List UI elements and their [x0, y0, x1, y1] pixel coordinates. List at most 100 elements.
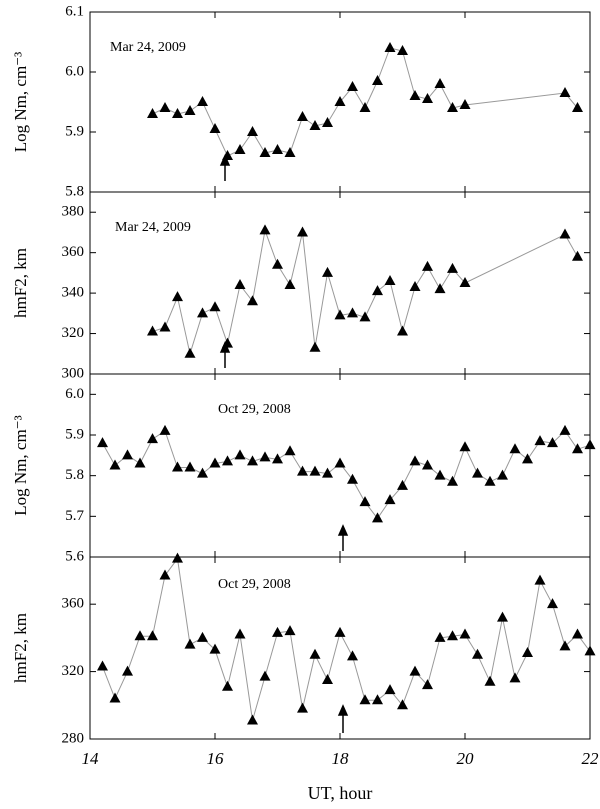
y-tick-label: 320: [62, 663, 85, 679]
y-tick-label: 5.8: [65, 467, 84, 483]
marker: [109, 692, 121, 703]
marker: [497, 611, 508, 622]
marker: [222, 150, 233, 160]
y-tick-label: 5.7: [65, 508, 84, 524]
marker: [97, 437, 108, 448]
marker: [559, 87, 571, 97]
marker: [572, 102, 583, 112]
marker: [309, 648, 321, 659]
marker: [422, 459, 433, 470]
marker: [472, 648, 483, 659]
marker: [584, 645, 596, 656]
marker: [284, 625, 296, 636]
marker: [334, 309, 346, 320]
marker: [297, 226, 308, 237]
marker: [259, 224, 271, 235]
marker: [147, 433, 158, 444]
marker: [247, 455, 258, 466]
marker: [459, 628, 471, 639]
marker: [247, 126, 258, 136]
annotation: Mar 24, 2009: [110, 40, 186, 55]
x-axis-label: UT, hour: [308, 783, 373, 803]
marker: [572, 443, 583, 454]
marker: [209, 301, 221, 312]
marker: [297, 702, 308, 713]
series-line: [102, 557, 591, 721]
marker: [184, 105, 196, 115]
y-tick-label: 5.9: [65, 426, 84, 442]
marker: [497, 469, 508, 480]
y-axis-label: Log Nm, cm⁻³: [11, 52, 30, 152]
marker: [322, 117, 333, 127]
marker: [372, 694, 383, 705]
marker: [334, 457, 346, 468]
marker: [409, 665, 421, 676]
marker: [359, 694, 371, 705]
marker: [234, 144, 246, 154]
x-tick-label: 18: [332, 749, 350, 768]
marker: [409, 281, 421, 292]
marker: [309, 465, 321, 476]
marker: [372, 75, 383, 85]
marker: [122, 449, 133, 460]
marker: [209, 643, 221, 654]
marker: [159, 424, 171, 435]
marker: [159, 321, 171, 332]
x-tick-label: 16: [207, 749, 225, 768]
marker: [447, 102, 458, 112]
marker: [434, 469, 446, 480]
marker: [559, 228, 571, 239]
marker: [272, 144, 283, 154]
marker: [109, 459, 121, 470]
marker: [159, 569, 171, 580]
y-tick-label: 280: [62, 730, 85, 746]
marker: [422, 93, 433, 103]
marker: [184, 638, 196, 649]
y-tick-label: 300: [62, 365, 85, 381]
marker: [572, 628, 583, 639]
marker: [222, 680, 233, 691]
marker: [409, 455, 421, 466]
marker: [397, 479, 408, 490]
marker: [434, 631, 446, 642]
arrows: [219, 154, 349, 733]
marker: [559, 424, 571, 435]
marker: [384, 42, 396, 52]
x-tick-label: 14: [82, 749, 100, 768]
marker: [334, 96, 346, 106]
y-tick-label: 360: [62, 596, 85, 612]
marker: [372, 285, 383, 296]
marker: [184, 461, 196, 472]
y-tick-label: 6.0: [65, 386, 84, 402]
marker: [272, 626, 283, 637]
marker: [459, 441, 471, 452]
marker: [147, 108, 158, 118]
marker: [309, 120, 321, 130]
marker: [447, 262, 458, 273]
marker: [422, 260, 433, 271]
marker: [172, 291, 183, 302]
marker: [347, 81, 358, 91]
marker: [384, 684, 396, 695]
marker: [184, 347, 196, 358]
marker: [522, 647, 533, 658]
marker: [434, 283, 446, 294]
marker: [247, 714, 258, 725]
y-tick-label: 5.6: [65, 548, 84, 564]
x-tick-label: 20: [457, 749, 475, 768]
marker: [359, 102, 371, 112]
marker: [434, 78, 446, 88]
annotation: Oct 29, 2008: [218, 402, 291, 417]
marker: [509, 672, 521, 683]
marker: [559, 640, 571, 651]
series-line: [152, 47, 578, 157]
marker: [584, 439, 596, 450]
marker: [259, 451, 271, 462]
marker: [547, 437, 558, 448]
marker: [234, 628, 246, 639]
marker: [209, 457, 221, 468]
marker: [272, 453, 283, 464]
marker: [459, 99, 471, 109]
marker: [534, 574, 546, 585]
marker: [247, 295, 258, 306]
